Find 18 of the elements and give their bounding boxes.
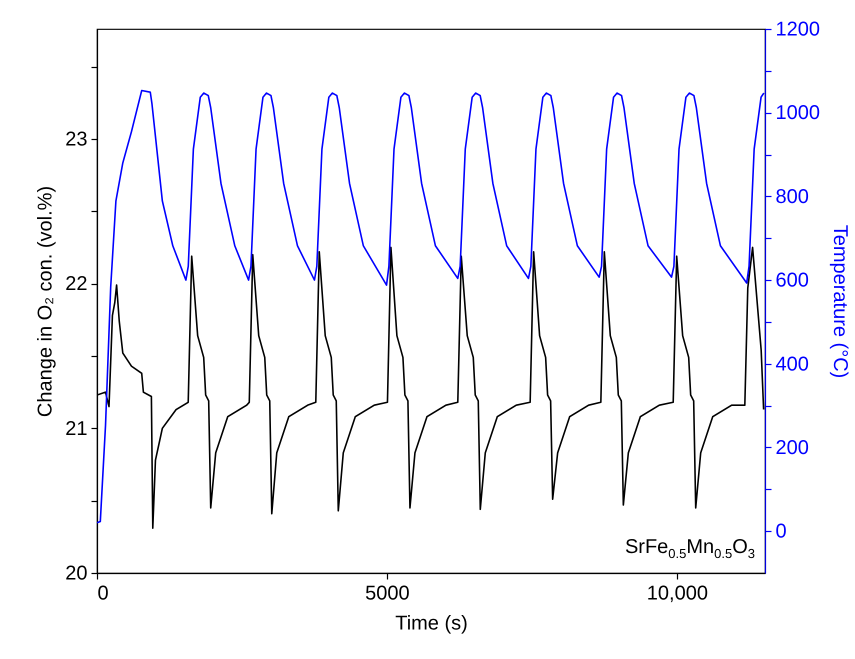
y2-axis-title: Temperature (°C) [828,224,851,378]
y2-tick-label: 1200 [776,18,820,40]
line-series [97,90,765,524]
y2-tick-label: 400 [776,353,809,376]
y-tick-label: 23 [65,128,88,150]
x-tick-label: 5000 [365,582,410,604]
y2-tick-label: 0 [776,520,787,543]
x-tick-label: 0 [98,582,109,604]
y-tick-label: 22 [65,273,88,296]
y2-tick-label: 800 [776,186,809,208]
y2-tick-label: 1000 [776,102,820,124]
y2-tick-label: 600 [776,270,809,292]
x-tick-label: 10,000 [646,582,708,604]
y-axis-title: Change in O₂ con. (vol.%) [34,186,56,418]
y-tick-label: 20 [65,562,88,584]
y-tick-label: 21 [65,418,88,440]
y2-tick-label: 200 [776,436,809,459]
x-axis-title: Time (s) [395,612,468,634]
